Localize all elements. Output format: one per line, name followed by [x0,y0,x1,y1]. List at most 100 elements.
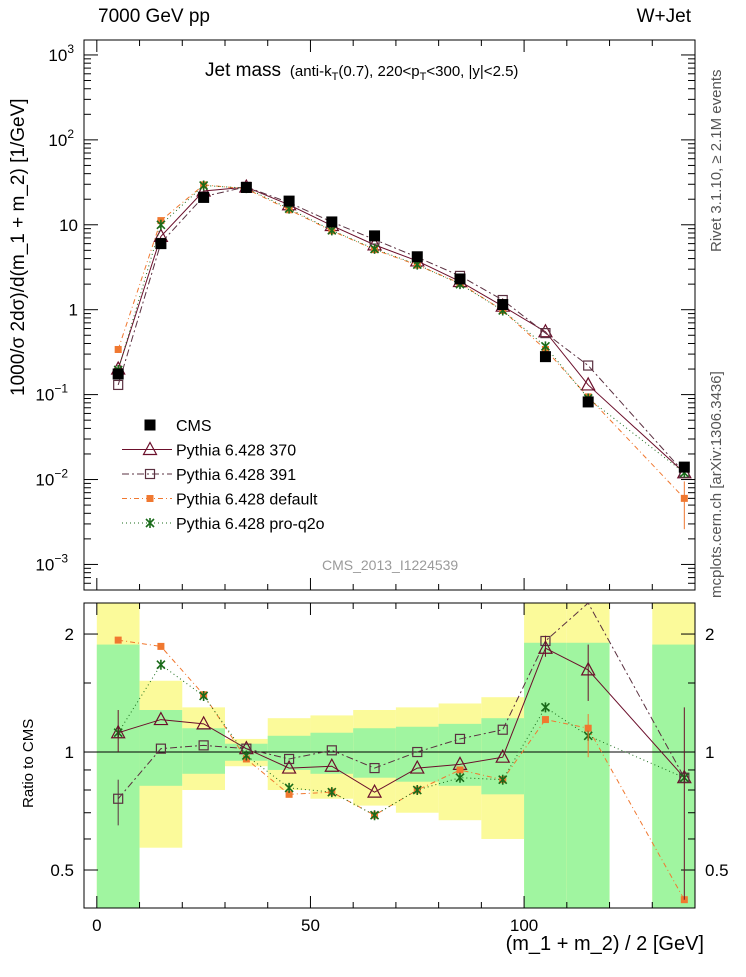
star-marker [369,810,380,821]
ratio-band-inner [182,728,225,774]
ratio-band-inner [96,644,140,908]
triangle-marker [324,757,340,772]
triangle-marker [367,783,383,798]
star-marker [145,518,155,528]
triangle-marker [580,376,596,391]
open-square-marker [369,762,380,774]
open-square-marker [326,745,337,756]
star-marker [498,774,508,785]
legend-label: Pythia 6.428 391 [176,467,296,484]
ratio-band-inner [310,732,354,774]
x-tick-label: 0 [92,916,101,935]
filled-square-marker [541,716,549,724]
title-detail-sub-2: T [419,71,427,84]
star-marker [241,750,251,761]
legend-label: Pythia 6.428 pro-q2o [176,516,325,533]
open-square-marker [454,733,466,745]
header-left: 7000 GeV pp [98,6,210,27]
main-y-tick-exponent: −1 [54,382,68,396]
cms-data-marker [144,419,156,431]
open-square-marker [113,379,124,391]
open-square-marker [497,724,508,735]
main-y-tick-label: 1 [69,301,78,320]
main-y-tick-label: 103 [48,42,74,65]
triangle-marker [142,441,158,456]
star-marker [156,659,166,670]
ratio-bands [96,603,695,908]
main-y-tick-exponent: 2 [67,127,74,141]
cms-data-marker [454,273,466,285]
main-y-tick-label: 10 [59,216,78,235]
ratio-y-axis-label: Ratio to CMS [20,718,37,808]
ratio-band-inner [267,735,311,770]
legend: CMS Pythia 6.428 370 Pythia 6.428 391 Pythi… [122,418,325,533]
filled-square-marker [285,790,293,798]
main-series-group [110,178,692,530]
rivet-label: Rivet 3.1.10, ≥ 2.1M events [708,69,725,253]
cms-data-marker [283,195,295,207]
star-marker [412,785,422,796]
star-marker [369,243,380,254]
open-square-marker [583,360,594,371]
ratio-band-inner [524,642,567,908]
triangle-marker [409,759,425,774]
cms-data-marker [326,216,338,228]
filled-square-marker [146,495,154,502]
open-square-marker [144,468,156,480]
cms-data-marker [411,251,423,263]
title-detail-1: (anti-k [289,63,332,80]
triangle-marker [153,711,169,726]
cms-data-marker [240,181,252,193]
x-axis-label: (m_1 + m_2) / 2 [GeV] [505,933,704,955]
ratio-series-group [110,603,692,904]
ratio-y-tick-label-right: 0.5 [705,861,729,880]
ratio-y-tick-label: 0.5 [50,861,74,880]
cms-data-marker [112,368,124,380]
title-detail-3: <300, |y|<2.5) [426,63,519,80]
y-axis-label: 1000/σ 2dσ)/d(m_1 + m_2) [1/GeV] [8,98,29,396]
star-marker [455,772,465,783]
star-marker [284,782,294,793]
cms-data-marker [369,230,381,242]
open-square-marker [155,743,167,754]
cms-data-marker [582,396,594,408]
legend-label-cms: CMS [176,418,212,435]
title-detail-2: (0.7), 220<p [338,63,420,80]
main-y-tick-exponent: −3 [54,551,68,565]
legend-label: Pythia 6.428 default [176,492,318,509]
open-square-marker [198,740,209,751]
main-y-tick-label: 10−3 [35,551,68,574]
cms-data-marker [155,238,167,250]
cms-data-marker [198,191,210,203]
filled-square-marker [114,636,122,644]
header-right: W+Jet [636,6,691,27]
ratio-y-tick-label: 1 [65,743,74,762]
ratio-y-tick-label: 2 [65,625,74,644]
main-y-tick-exponent: −2 [54,467,68,481]
triangle-marker [196,715,212,730]
triangle-marker [281,759,297,774]
star-marker [199,690,209,701]
cms-data-marker [678,461,690,473]
watermark: CMS_2013_I1224539 [322,557,459,573]
main-y-tick-label: 10−1 [35,382,68,405]
main-y-tick-label: 10−2 [35,467,68,490]
x-tick-label: 50 [301,916,320,935]
filled-square-marker [114,345,122,353]
filled-square-marker [456,766,464,774]
star-marker [540,341,551,352]
ratio-series-line [117,603,685,800]
cms-data-marker [539,351,551,363]
ratio-frame [83,602,696,909]
open-square-marker [540,328,551,339]
star-marker [199,180,209,191]
filled-square-marker [157,642,165,650]
plot-title: Jet mass (anti-kT(0.7), 220<pT<300, |y|<… [205,60,518,83]
x-tick-label: 100 [510,916,538,935]
ratio-y-tick-label-right: 2 [705,625,714,644]
mcplots-label: mcplots.cern.ch [arXiv:1306.3436] [708,371,725,598]
main-y-tick-exponent: 3 [67,42,74,56]
triangle-marker [495,748,511,763]
